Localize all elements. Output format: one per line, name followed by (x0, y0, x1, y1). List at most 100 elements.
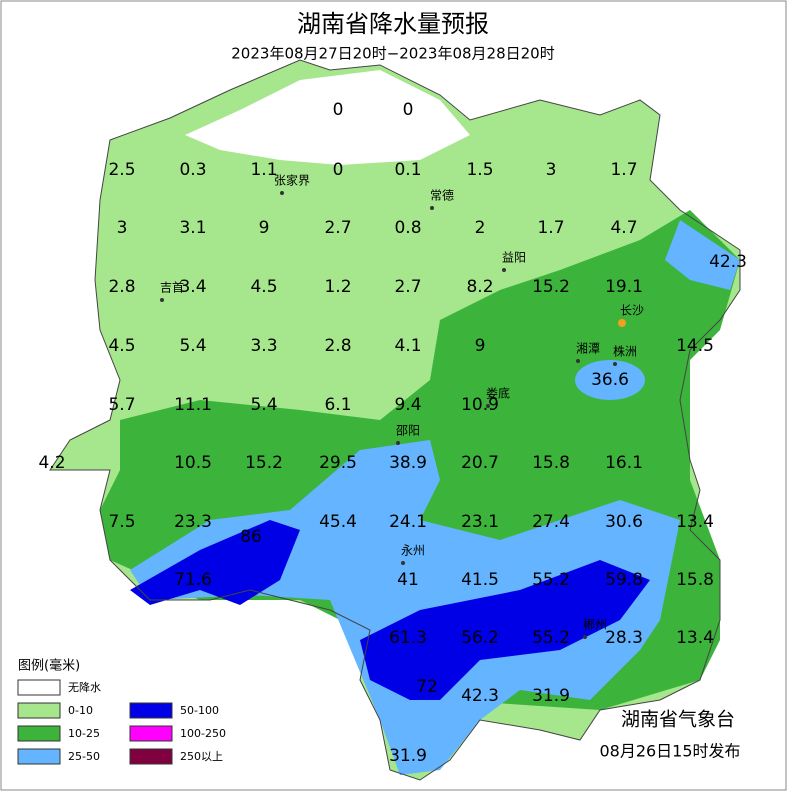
city-dot (502, 268, 506, 272)
rain-value: 13.4 (676, 628, 714, 648)
rain-value: 1.7 (537, 218, 564, 238)
rain-value: 3.1 (179, 218, 206, 238)
city-dot (618, 319, 626, 327)
legend-swatch (129, 725, 173, 742)
rain-value: 15.8 (532, 453, 570, 473)
rain-value: 2.7 (394, 277, 421, 297)
city-dot (613, 362, 617, 366)
city-dot (583, 635, 587, 639)
rain-value: 0.8 (394, 218, 421, 238)
city-label: 邵阳 (396, 424, 420, 438)
legend-label: 25-50 (68, 750, 100, 763)
rain-value: 0 (333, 100, 344, 120)
rain-value: 13.4 (676, 512, 714, 532)
rain-value: 42.3 (709, 252, 747, 272)
rain-value: 38.9 (389, 453, 427, 473)
rain-value: 0 (403, 100, 414, 120)
region-none (185, 70, 470, 165)
rain-value: 31.9 (389, 746, 427, 766)
rain-value: 23.1 (461, 512, 499, 532)
city-label: 株洲 (613, 344, 637, 359)
rain-value: 28.3 (605, 628, 643, 648)
rain-value: 1.7 (610, 160, 637, 180)
agency: 湖南省气象台 (621, 709, 735, 731)
rain-value: 55.2 (532, 628, 570, 648)
rain-value: 0.1 (394, 160, 421, 180)
rain-value: 15.2 (245, 453, 283, 473)
rain-value: 3 (546, 160, 557, 180)
legend-swatch (17, 748, 61, 765)
city-dot (486, 404, 490, 408)
rain-value: 72 (416, 677, 438, 697)
rain-value: 4.1 (394, 336, 421, 356)
legend-title: 图例(毫米) (18, 658, 80, 674)
region-25-50 (665, 220, 740, 290)
rain-value: 55.2 (532, 570, 570, 590)
rain-value: 2.5 (108, 160, 135, 180)
rain-value: 3.3 (250, 336, 277, 356)
rain-value: 56.2 (461, 628, 499, 648)
legend-swatch (17, 725, 61, 742)
rain-value: 20.7 (461, 453, 499, 473)
rain-value: 42.3 (461, 686, 499, 706)
city-label: 湘潭 (576, 341, 600, 356)
legend-swatch (17, 702, 61, 719)
rain-value: 23.3 (174, 512, 212, 532)
legend-label: 250以上 (180, 750, 223, 763)
region-50-100 (360, 560, 650, 700)
legend-swatch (129, 748, 173, 765)
rain-value: 14.5 (676, 336, 714, 356)
city-label: 郴州 (583, 618, 607, 632)
rain-value: 1.1 (250, 160, 277, 180)
rain-value: 15.2 (532, 277, 570, 297)
rain-value: 41 (397, 570, 419, 590)
region-25-50 (575, 360, 645, 400)
rain-value: 29.5 (319, 453, 357, 473)
legend-swatch (17, 679, 61, 696)
rain-value: 36.6 (591, 370, 629, 390)
rain-value: 5.7 (108, 395, 135, 415)
city-label: 张家界 (274, 173, 310, 188)
legend-label: 50-100 (180, 704, 219, 717)
rain-value: 9 (259, 218, 270, 238)
rain-value: 9 (475, 336, 486, 356)
city-dot (160, 298, 164, 302)
rain-value: 4.7 (610, 218, 637, 238)
rain-value: 4.5 (108, 336, 135, 356)
title: 湖南省降水量预报 (297, 10, 489, 38)
city-label: 吉首 (160, 281, 184, 295)
rain-value: 10.5 (174, 453, 212, 473)
city-label: 娄底 (486, 386, 510, 401)
city-dot (401, 561, 405, 565)
city-label: 益阳 (502, 251, 526, 265)
rain-value: 2.8 (108, 277, 135, 297)
legend: 图例(毫米) 无降水 0-10 10-25 25-50 50-100 100-250 250… (17, 658, 226, 765)
issued: 08月26日15时发布 (599, 742, 740, 761)
legend-label: 无降水 (68, 680, 101, 694)
city-dot (280, 191, 284, 195)
rain-value: 2.7 (324, 218, 351, 238)
rain-value: 4.5 (250, 277, 277, 297)
rain-value: 7.5 (108, 512, 135, 532)
rain-value: 3.4 (179, 277, 206, 297)
city-dot (576, 359, 580, 363)
rain-value: 86 (240, 527, 262, 547)
legend-label: 0-10 (68, 704, 93, 717)
rain-value: 16.1 (605, 453, 643, 473)
legend-swatch (129, 702, 173, 719)
province-outline (49, 59, 741, 781)
rain-value: 15.8 (676, 570, 714, 590)
legend-label: 100-250 (180, 727, 226, 740)
city-label: 长沙 (620, 304, 644, 318)
rain-value: 4.2 (38, 453, 65, 473)
rain-value: 45.4 (319, 512, 357, 532)
city-dot (396, 441, 400, 445)
city-label: 永州 (401, 544, 425, 558)
rain-value: 0.3 (179, 160, 206, 180)
city-dot (430, 206, 434, 210)
legend-label: 10-25 (68, 727, 100, 740)
rain-value: 24.1 (389, 512, 427, 532)
rain-value: 10.9 (461, 395, 499, 415)
